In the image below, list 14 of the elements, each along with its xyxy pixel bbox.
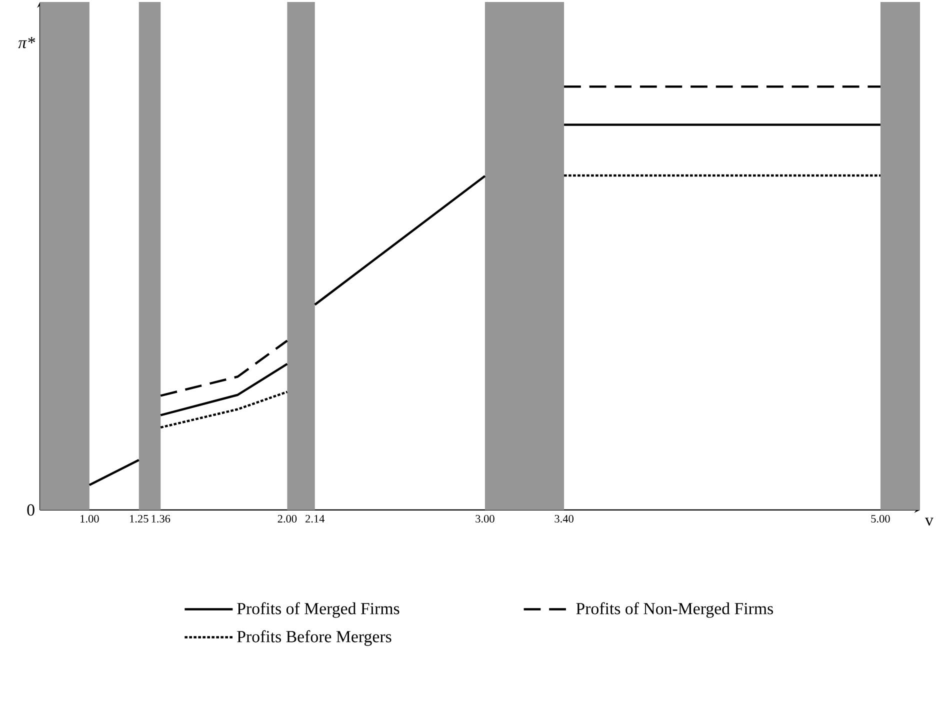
x-axis-title: v xyxy=(924,518,934,526)
text: 0 xyxy=(27,504,34,516)
x-tick-label: 3.40 xyxy=(554,514,574,523)
x-tick-label: 2.00 xyxy=(278,514,297,523)
legend-label: Profits of Non-Merged Firms xyxy=(576,602,774,618)
x-tick-label: 1.00 xyxy=(80,514,99,523)
x-tick-label: 5.00 xyxy=(871,514,890,523)
legend-label: Profits Before Mergers xyxy=(237,630,392,646)
x-tick-label: 1.25 xyxy=(130,514,148,523)
x-tick-label: 1.36 xyxy=(152,514,170,523)
x-tick-label: 2.14 xyxy=(306,514,325,523)
x-tick-label: 3.00 xyxy=(476,514,494,523)
legend-label: Profits of Merged Firms xyxy=(237,602,400,618)
y-axis-title: π* xyxy=(18,37,36,48)
